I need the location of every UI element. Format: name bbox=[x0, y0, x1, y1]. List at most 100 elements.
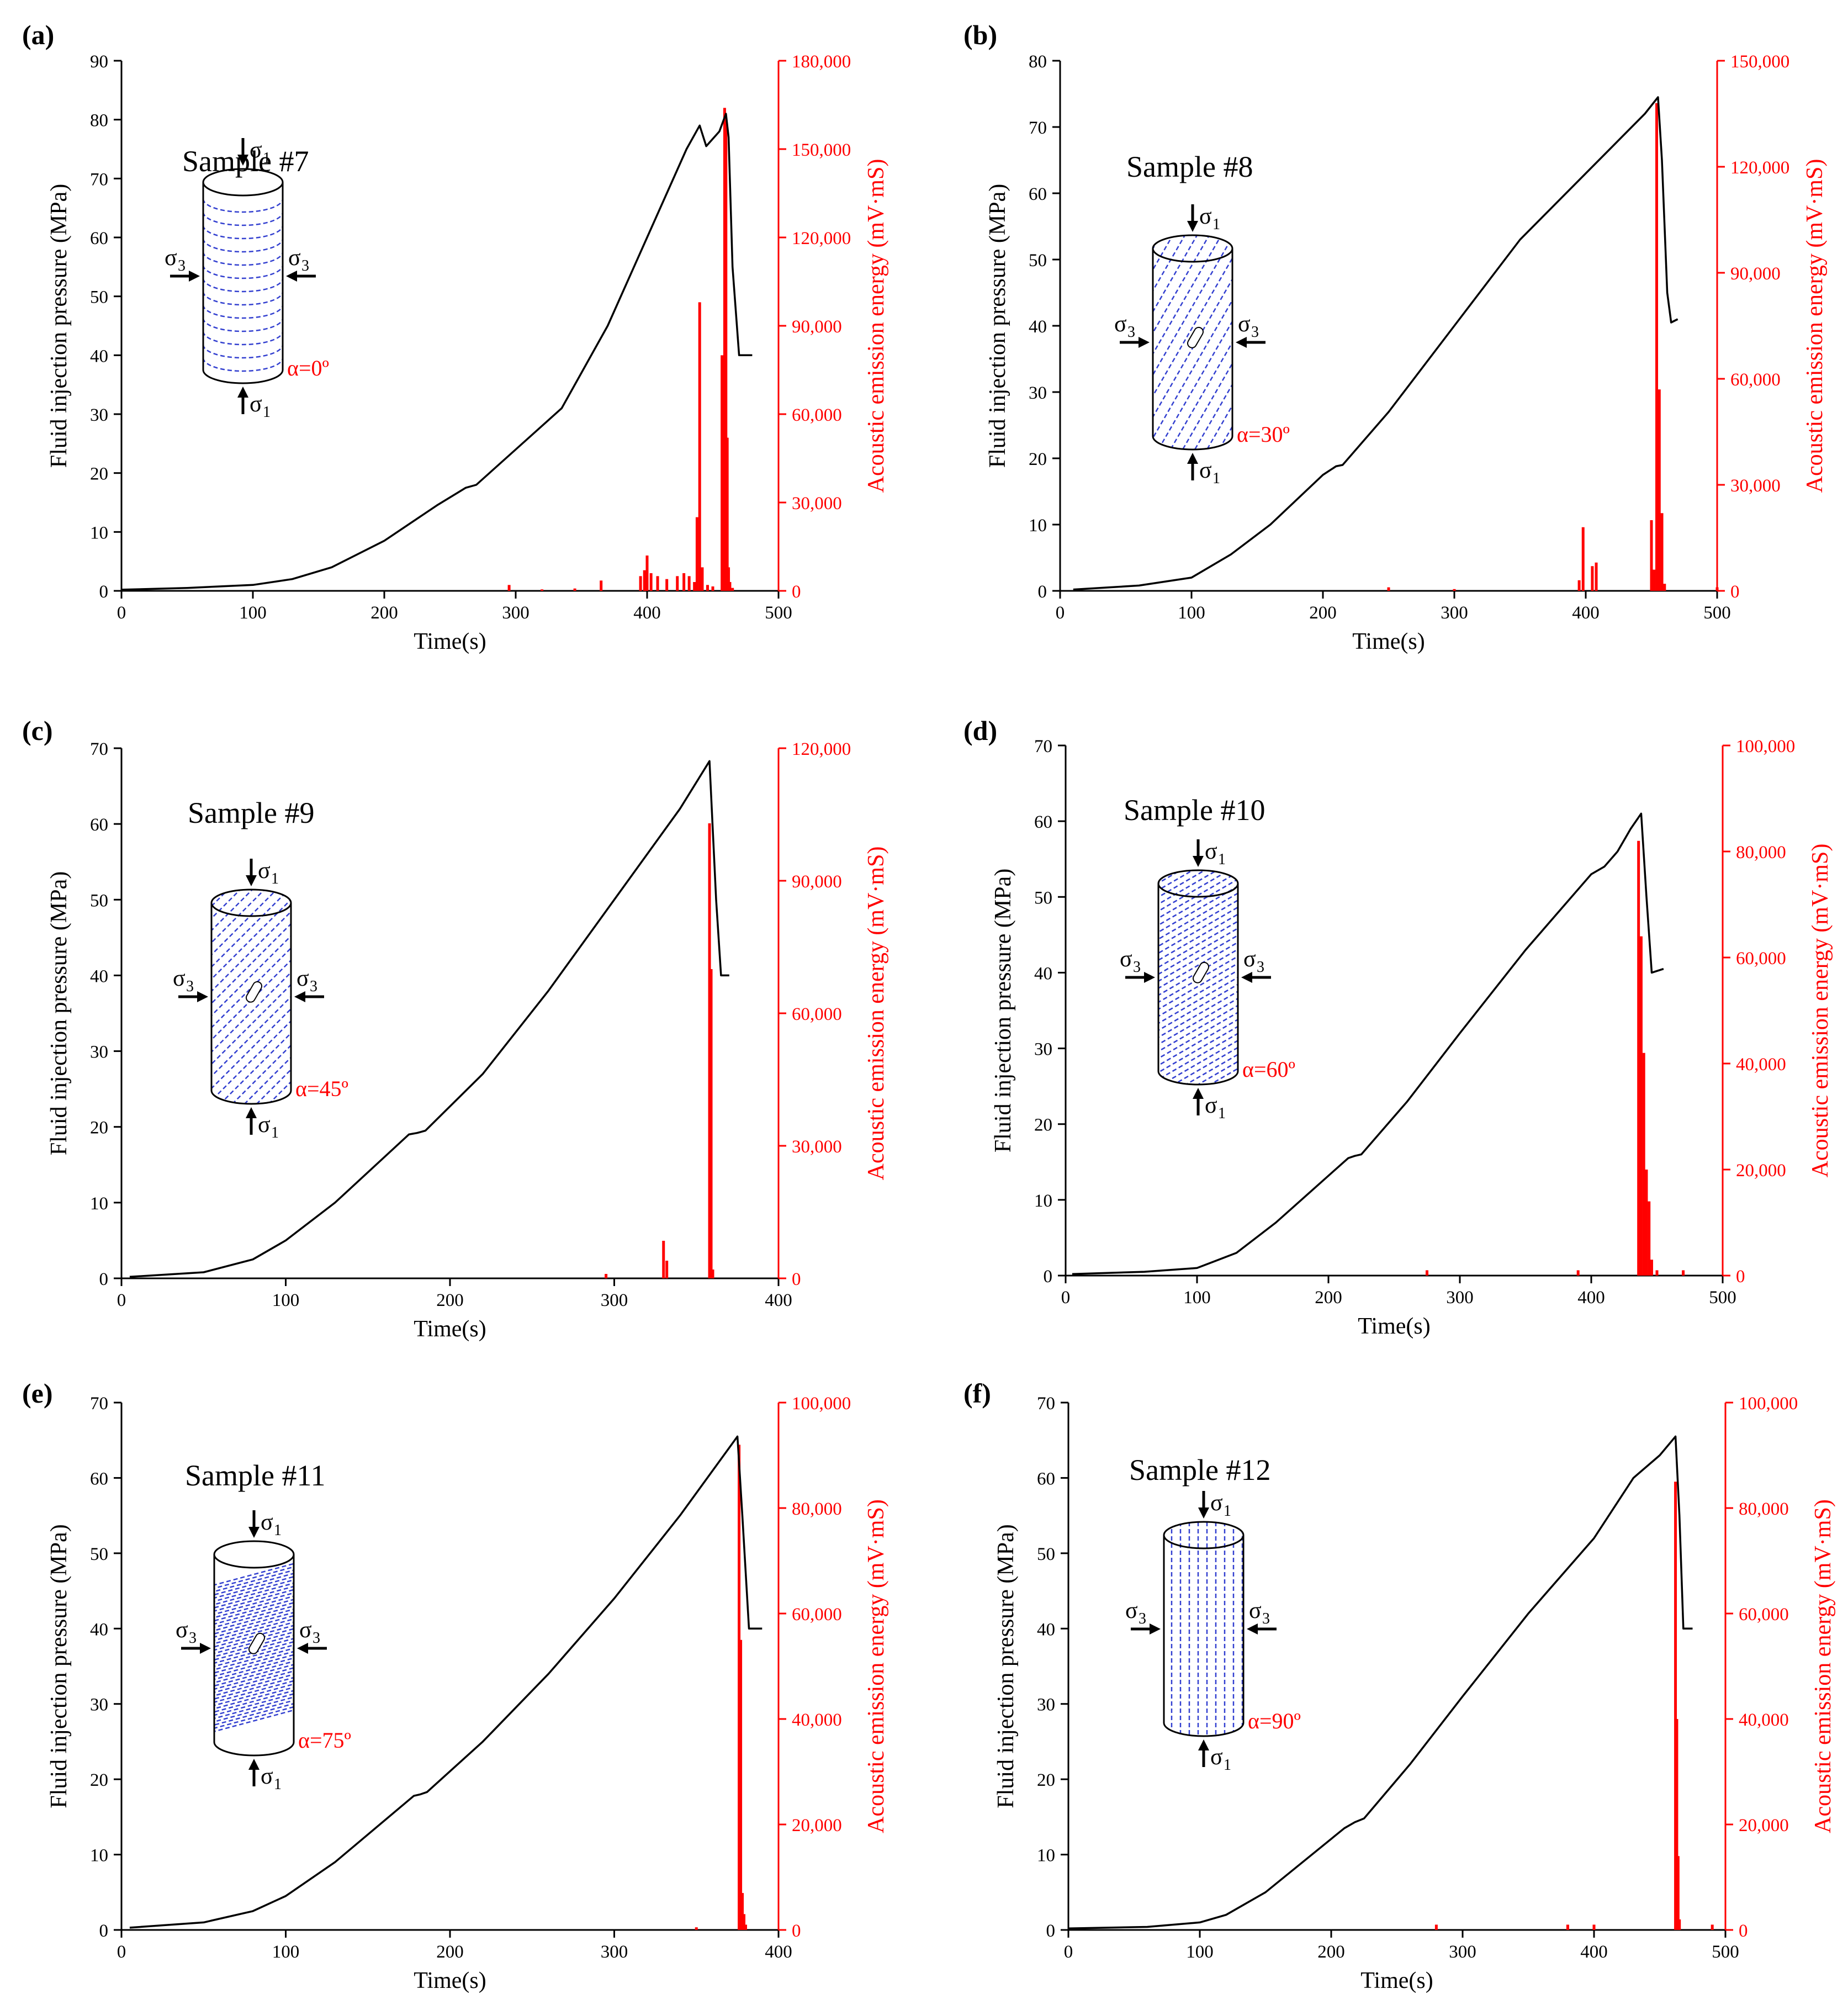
sigma-label: σ bbox=[250, 137, 262, 163]
y2-tick-label: 120,000 bbox=[792, 229, 851, 248]
y-tick-label: 0 bbox=[1038, 582, 1047, 602]
cylinder-top bbox=[213, 1540, 295, 1569]
y2-tick-label: 60,000 bbox=[1736, 949, 1786, 969]
y2-tick-label: 0 bbox=[792, 1270, 801, 1289]
x-tick-label: 200 bbox=[436, 1290, 464, 1310]
y2-tick-label: 90,000 bbox=[792, 872, 842, 892]
y-axis-label: Fluid injection pressure (MPa) bbox=[985, 184, 1010, 468]
cylinder-top bbox=[210, 888, 292, 917]
y-tick-label: 10 bbox=[90, 1846, 108, 1866]
y2-tick-label: 60,000 bbox=[792, 1605, 842, 1625]
y-tick-label: 80 bbox=[1029, 52, 1047, 72]
y2-tick-label: 20,000 bbox=[1739, 1816, 1789, 1836]
y2-tick-label: 150,000 bbox=[792, 140, 851, 160]
x-tick-label: 400 bbox=[1577, 1288, 1605, 1308]
y2-tick-label: 80,000 bbox=[792, 1499, 842, 1519]
sigma-subscript: 3 bbox=[178, 257, 186, 274]
sigma-subscript: 1 bbox=[1224, 1757, 1231, 1774]
sigma-subscript: 3 bbox=[1127, 324, 1135, 341]
y2-tick-label: 60,000 bbox=[1739, 1605, 1789, 1625]
x-tick-label: 0 bbox=[117, 1942, 126, 1962]
x-tick-label: 300 bbox=[601, 1290, 628, 1310]
sigma-subscript: 3 bbox=[301, 257, 309, 274]
sigma-subscript: 1 bbox=[1224, 1503, 1231, 1520]
bedding-planes bbox=[1171, 1522, 1243, 1736]
pressure-line bbox=[129, 760, 729, 1278]
y2-tick-label: 40,000 bbox=[792, 1710, 842, 1730]
panel-label: (a) bbox=[22, 19, 54, 50]
sample-title: Sample #10 bbox=[1124, 794, 1265, 827]
y-tick-label: 30 bbox=[1029, 383, 1047, 403]
x-tick-label: 300 bbox=[1441, 603, 1468, 623]
sigma-label: σ bbox=[288, 245, 301, 271]
wellbore-icon bbox=[246, 981, 262, 1003]
y2-tick-label: 180,000 bbox=[792, 52, 851, 72]
sigma-subscript: 3 bbox=[1139, 1610, 1146, 1627]
sample-schematic: σ 1σ 1σ 3 σ 3α=90º bbox=[1125, 1490, 1301, 1774]
y2-tick-label: 40,000 bbox=[1739, 1710, 1789, 1730]
y2-tick-label: 100,000 bbox=[792, 1394, 851, 1414]
y-tick-label: 60 bbox=[90, 1469, 108, 1489]
sigma-subscript: 1 bbox=[263, 404, 271, 421]
y-tick-label: 10 bbox=[1034, 1191, 1052, 1211]
alpha-label: α=90º bbox=[1248, 1708, 1301, 1733]
wellbore-icon bbox=[1193, 961, 1209, 983]
panel-4: (d)0 100 200 300 400 500010203040506070020,00… bbox=[963, 715, 1833, 1339]
y2-tick-label: 80,000 bbox=[1739, 1499, 1789, 1519]
panel-5: (e)0 100 200 300 400010203040506070020,00040… bbox=[22, 1378, 889, 1993]
alpha-label: α=30º bbox=[1237, 422, 1290, 447]
sigma-label: σ bbox=[1199, 204, 1212, 229]
y2-axis-label: Acoustic emission energy (mV·mS) bbox=[1810, 1499, 1836, 1833]
cylinder-bottom bbox=[1152, 436, 1233, 451]
alpha-label: α=60º bbox=[1242, 1057, 1295, 1082]
sigma-subscript: 3 bbox=[1262, 1610, 1270, 1627]
y2-tick-label: 120,000 bbox=[792, 739, 851, 759]
sigma-subscript: 3 bbox=[186, 978, 194, 995]
sigma-label: σ bbox=[1205, 1093, 1217, 1118]
sigma-subscript: 1 bbox=[263, 150, 271, 167]
y-tick-label: 0 bbox=[1044, 1267, 1053, 1287]
y-tick-label: 30 bbox=[90, 1695, 108, 1715]
y-tick-label: 50 bbox=[90, 288, 108, 308]
sample-schematic: σ 1σ 1σ 3 σ 3α=75º bbox=[176, 1510, 351, 1793]
x-axis-label: Time(s) bbox=[1352, 629, 1425, 654]
y-tick-label: 10 bbox=[90, 1194, 108, 1214]
panel-label: (d) bbox=[963, 715, 997, 746]
x-axis-label: Time(s) bbox=[1358, 1314, 1430, 1339]
y-tick-label: 60 bbox=[1029, 184, 1047, 204]
x-tick-label: 500 bbox=[1712, 1942, 1739, 1962]
y-tick-label: 20 bbox=[1034, 1115, 1052, 1135]
y2-tick-label: 0 bbox=[792, 1921, 801, 1941]
x-tick-label: 500 bbox=[765, 603, 792, 623]
panel-1: (a)0 100 200 300 400 500010203040506070809003… bbox=[22, 19, 889, 654]
y-tick-label: 50 bbox=[90, 891, 108, 911]
pressure-line bbox=[121, 113, 753, 591]
y2-tick-label: 100,000 bbox=[1739, 1394, 1798, 1414]
y-tick-label: 20 bbox=[1029, 449, 1047, 469]
x-tick-label: 300 bbox=[1449, 1942, 1476, 1962]
cylinder-bottom bbox=[210, 1090, 292, 1105]
panel-3: (c)0 100 200 300 400010203040506070030,00060… bbox=[22, 715, 889, 1342]
y2-tick-label: 80,000 bbox=[1736, 843, 1786, 863]
x-tick-label: 300 bbox=[502, 603, 529, 623]
y-axis-label: Fluid injection pressure (MPa) bbox=[46, 1524, 72, 1808]
sigma-subscript: 3 bbox=[189, 1630, 197, 1647]
y-tick-label: 50 bbox=[90, 1544, 108, 1564]
alpha-label: α=0º bbox=[287, 356, 329, 380]
cylinder-bottom bbox=[202, 369, 284, 384]
x-tick-label: 400 bbox=[1572, 603, 1600, 623]
cylinder-bottom bbox=[1163, 1722, 1245, 1737]
y-tick-label: 50 bbox=[1037, 1544, 1055, 1564]
sample-schematic: σ 1σ 1σ 3 σ 3α=0º bbox=[165, 137, 329, 421]
y-tick-label: 20 bbox=[90, 464, 108, 484]
y-axis-label: Fluid injection pressure (MPa) bbox=[46, 871, 72, 1155]
x-tick-label: 100 bbox=[1186, 1942, 1214, 1962]
y2-axis-label: Acoustic emission energy (mV·mS) bbox=[1802, 159, 1828, 493]
x-tick-label: 100 bbox=[272, 1290, 300, 1310]
panel-label: (e) bbox=[22, 1378, 53, 1409]
y-tick-label: 30 bbox=[1037, 1695, 1055, 1715]
y2-tick-label: 60,000 bbox=[1730, 370, 1781, 390]
pressure-line bbox=[1072, 812, 1664, 1276]
panel-label: (c) bbox=[22, 715, 53, 746]
